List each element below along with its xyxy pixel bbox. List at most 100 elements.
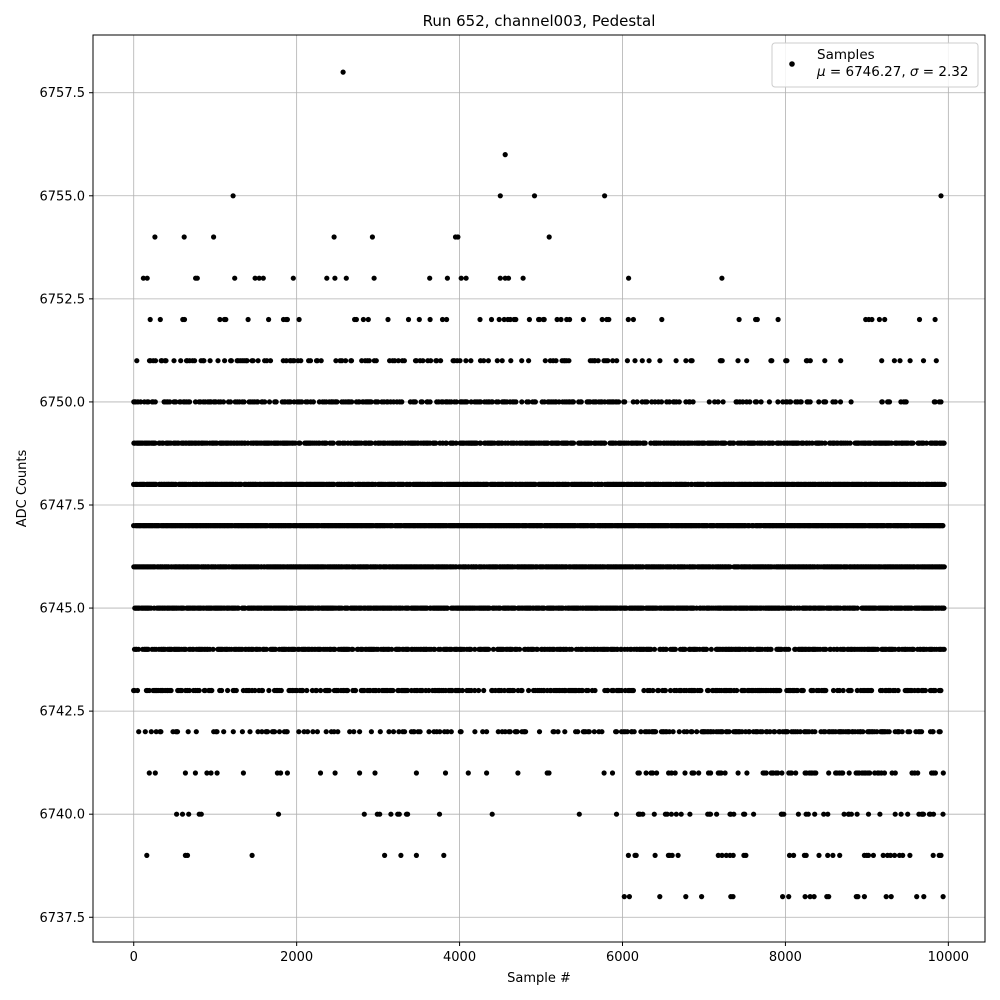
- sample-point: [375, 399, 381, 405]
- sample-point: [673, 811, 679, 817]
- sample-point: [663, 646, 669, 652]
- sample-point: [551, 729, 557, 735]
- sample-point: [444, 605, 450, 611]
- sample-point: [247, 729, 253, 735]
- sample-point: [641, 687, 647, 694]
- sample-point: [715, 852, 721, 859]
- sample-point: [576, 811, 582, 817]
- sample-point: [310, 399, 316, 405]
- sample-point: [174, 811, 180, 817]
- sample-point: [664, 811, 670, 817]
- sample-point: [377, 729, 383, 735]
- sample-point: [653, 729, 659, 735]
- sample-point: [152, 770, 158, 776]
- sample-point: [650, 770, 656, 776]
- sample-point: [907, 852, 913, 859]
- sample-point: [519, 687, 525, 694]
- sample-point: [802, 894, 808, 900]
- sample-point: [334, 399, 340, 405]
- sample-point: [625, 852, 632, 859]
- sample-point: [922, 687, 929, 694]
- sample-point: [722, 440, 728, 446]
- sample-point: [826, 894, 832, 900]
- sample-point: [300, 687, 306, 694]
- sample-point: [478, 399, 484, 405]
- sample-point: [734, 687, 740, 694]
- sample-point: [655, 687, 662, 694]
- sample-point: [332, 770, 338, 776]
- sample-point: [517, 646, 523, 652]
- sample-point: [941, 646, 947, 652]
- sample-point: [179, 687, 185, 694]
- sample-point: [472, 646, 478, 652]
- sample-point: [523, 729, 529, 735]
- sample-point: [484, 770, 490, 776]
- sample-point: [886, 729, 892, 735]
- sample-point: [481, 687, 487, 694]
- sample-point: [938, 687, 944, 694]
- sample-point: [805, 811, 811, 817]
- sample-point: [204, 770, 210, 776]
- sample-point: [357, 729, 363, 735]
- sample-point: [168, 687, 174, 694]
- sample-point: [146, 770, 152, 776]
- sample-point: [495, 729, 501, 735]
- sample-point: [427, 399, 433, 405]
- sample-point: [940, 894, 946, 900]
- sample-point: [351, 729, 357, 735]
- sample-point: [614, 729, 620, 735]
- sample-point: [405, 687, 411, 694]
- sample-point: [795, 687, 801, 694]
- sample-point: [347, 729, 353, 735]
- sample-point: [511, 687, 517, 694]
- sample-point: [601, 770, 607, 776]
- sample-point: [672, 646, 679, 652]
- sample-point: [644, 399, 650, 405]
- sample-point: [515, 770, 521, 776]
- sample-point: [314, 729, 320, 735]
- sample-point: [751, 811, 757, 817]
- sample-point: [786, 646, 792, 652]
- sample-point: [174, 729, 181, 735]
- sample-point: [636, 770, 642, 776]
- sample-points: [131, 69, 947, 900]
- sample-point: [579, 687, 586, 694]
- sample-point: [263, 646, 270, 652]
- sample-point: [350, 646, 356, 652]
- sample-point: [592, 687, 598, 694]
- sample-point: [840, 687, 846, 694]
- sample-point: [634, 399, 640, 405]
- sample-point: [276, 729, 283, 735]
- sample-point: [941, 440, 947, 446]
- sample-point: [768, 646, 774, 652]
- sample-point: [265, 729, 271, 735]
- sample-point: [368, 440, 374, 446]
- sample-point: [919, 729, 925, 735]
- sample-point: [807, 894, 813, 900]
- sample-point: [630, 399, 636, 405]
- sample-point: [793, 770, 799, 776]
- sample-point: [940, 811, 946, 817]
- sample-point: [501, 687, 507, 694]
- sample-point: [640, 811, 646, 817]
- sample-point: [349, 399, 355, 405]
- sample-point: [214, 729, 220, 735]
- sample-point: [921, 894, 927, 900]
- sample-point: [907, 729, 913, 735]
- sample-point: [696, 770, 702, 776]
- sample-point: [892, 811, 898, 817]
- sample-point: [432, 646, 438, 652]
- sample-point: [187, 399, 193, 405]
- sample-point: [777, 687, 783, 694]
- sample-point: [266, 687, 272, 694]
- sample-point: [331, 729, 337, 735]
- sample-point: [811, 894, 817, 900]
- sample-point: [249, 852, 255, 859]
- sample-point: [396, 729, 402, 735]
- sample-point: [585, 687, 591, 694]
- sample-point: [208, 770, 214, 776]
- sample-point: [480, 729, 486, 735]
- sample-point: [895, 687, 901, 694]
- sample-point: [621, 894, 627, 900]
- sample-point: [502, 729, 508, 735]
